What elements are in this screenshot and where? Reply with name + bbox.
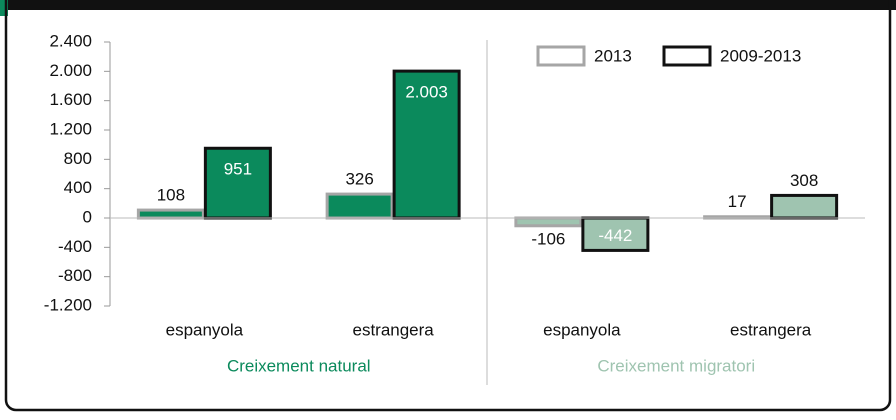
bar bbox=[514, 216, 583, 228]
legend-swatch bbox=[662, 45, 712, 67]
x-tick-label: estrangera bbox=[730, 320, 812, 339]
legend-swatch bbox=[536, 45, 586, 67]
y-tick-label: 0 bbox=[83, 207, 92, 226]
value-label: 17 bbox=[728, 192, 747, 211]
y-tick-label: 2.000 bbox=[49, 61, 92, 80]
panel bbox=[4, 0, 892, 412]
value-label: 308 bbox=[790, 171, 818, 190]
value-label: 2.003 bbox=[405, 83, 448, 102]
y-tick-label: 1.600 bbox=[49, 90, 92, 109]
x-tick-label: espanyola bbox=[166, 320, 244, 339]
bar bbox=[136, 208, 205, 220]
y-tick-label: -1.200 bbox=[44, 295, 92, 314]
group-label: Creixement natural bbox=[227, 356, 371, 375]
value-label: -442 bbox=[598, 226, 632, 245]
value-label: 951 bbox=[224, 160, 252, 179]
y-tick-label: 2.400 bbox=[49, 31, 92, 50]
legend-label: 2013 bbox=[594, 46, 632, 65]
legend-label: 2009-2013 bbox=[720, 46, 801, 65]
bar bbox=[325, 192, 394, 220]
y-tick-label: -800 bbox=[58, 266, 92, 285]
y-tick-label: -400 bbox=[58, 237, 92, 256]
top-bar bbox=[0, 0, 896, 10]
x-tick-label: estrangera bbox=[352, 320, 434, 339]
value-label: 108 bbox=[157, 186, 185, 205]
group-label: Creixement migratori bbox=[597, 356, 755, 375]
y-tick-label: 800 bbox=[64, 149, 92, 168]
value-label: -106 bbox=[531, 229, 565, 248]
corner-mark bbox=[0, 0, 8, 16]
bar bbox=[770, 193, 839, 220]
y-tick-label: 1.200 bbox=[49, 119, 92, 138]
y-tick-label: 400 bbox=[64, 178, 92, 197]
x-tick-label: espanyola bbox=[543, 320, 621, 339]
value-label: 326 bbox=[345, 170, 373, 189]
bar bbox=[203, 146, 272, 220]
